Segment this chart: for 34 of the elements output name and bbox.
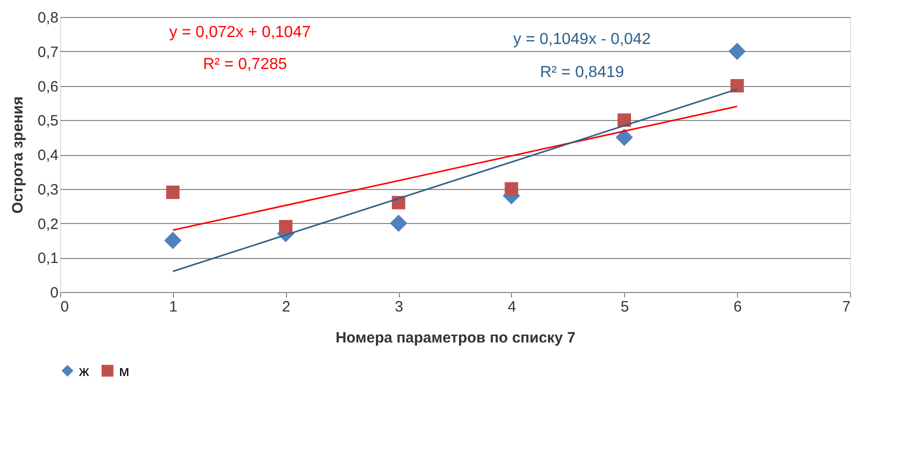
x-tick-label: 6 [733, 298, 742, 316]
y-tick-label: 0,2 [38, 216, 58, 233]
y-axis-title: Острота зрения [10, 96, 27, 214]
x-tick-label: 7 [842, 298, 850, 316]
legend-label: ж [79, 362, 90, 380]
y-tick-label: 0,5 [38, 112, 58, 130]
x-tick-label: 0 [60, 298, 69, 316]
annotation: y = 0,072x + 0,1047 [169, 24, 311, 41]
point [166, 186, 180, 200]
point [730, 79, 744, 92]
y-tick-label: 0 [50, 284, 58, 302]
point [390, 214, 408, 232]
point [728, 42, 746, 60]
y-tick-label: 0,4 [38, 147, 58, 164]
point [618, 113, 631, 127]
annotation: y = 0,1049x - 0,042 [513, 31, 651, 48]
y-tick-label: 0,3 [38, 181, 58, 198]
point [504, 182, 518, 196]
y-tick-label: 0,6 [38, 78, 58, 96]
y-tick-label: 0,8 [38, 10, 58, 26]
y-tick-label: 0,7 [38, 44, 58, 61]
x-tick-label: 4 [508, 298, 516, 316]
y-tick-label: 0,1 [38, 250, 58, 268]
point [616, 128, 633, 146]
x-tick-label: 3 [394, 298, 404, 316]
x-tick-label: 2 [282, 298, 290, 316]
point [164, 232, 182, 250]
point [279, 220, 292, 234]
x-axis-title: Номера параметров по списку 7 [336, 330, 576, 346]
x-tick-label: 5 [620, 298, 629, 316]
annotation: R² = 0,8419 [540, 64, 624, 81]
legend-label: м [119, 362, 130, 380]
annotation: R² = 0,7285 [202, 56, 288, 73]
x-tick-label: 1 [169, 298, 178, 316]
